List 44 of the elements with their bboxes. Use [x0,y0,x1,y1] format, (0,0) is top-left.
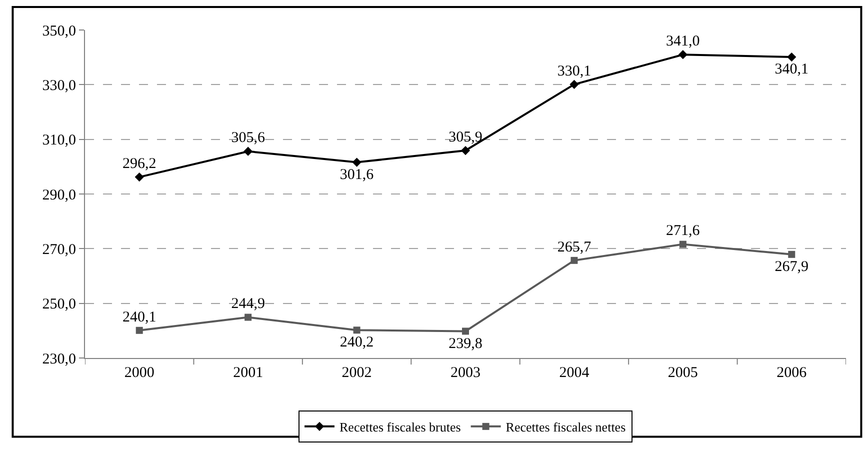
point [134,172,144,182]
data-label: 305,9 [448,129,482,146]
legend-label: Recettes fiscales nettes [506,420,626,434]
point [570,256,578,264]
data-label: 239,8 [448,336,482,352]
data-label: 271,6 [666,223,700,240]
x-tick-label: 2000 [124,365,154,381]
data-label: 301,6 [340,166,374,183]
x-tick-label: 2001 [233,365,264,381]
x-tick-label: 2002 [342,365,372,381]
data-label: 240,1 [122,309,156,326]
point [353,326,360,334]
y-tick-label: 330,0 [42,78,76,94]
point [244,314,252,321]
y-tick-label: 290,0 [42,187,76,204]
point [570,80,579,89]
data-label: 240,2 [340,334,374,351]
y-tick-label: 310,0 [42,132,76,149]
data-label: 305,6 [231,130,266,146]
point [679,240,686,248]
point [788,250,796,258]
data-label: 244,9 [231,296,265,312]
data-label: 267,9 [774,259,809,276]
legend-label: Recettes fiscales brutes [340,420,461,434]
point [678,50,688,60]
x-tick-label: 2003 [450,365,480,381]
y-tick-label: 270,0 [42,242,76,258]
point [136,326,143,334]
point [787,52,796,62]
x-tick-label: 2005 [668,365,698,381]
data-label: 341,0 [666,33,700,50]
point [352,158,362,167]
y-tick-label: 230,0 [42,351,76,368]
x-tick-label: 2006 [776,365,808,381]
point [460,146,470,156]
point [462,328,469,335]
point [244,146,253,156]
y-tick-label: 250,0 [42,296,76,313]
x-tick-label: 2004 [559,365,590,381]
data-label: 296,2 [122,156,156,172]
y-tick-label: 350,0 [42,23,76,40]
data-label: 330,1 [557,63,592,80]
data-label: 340,1 [774,62,809,78]
data-label: 265,7 [557,239,592,256]
